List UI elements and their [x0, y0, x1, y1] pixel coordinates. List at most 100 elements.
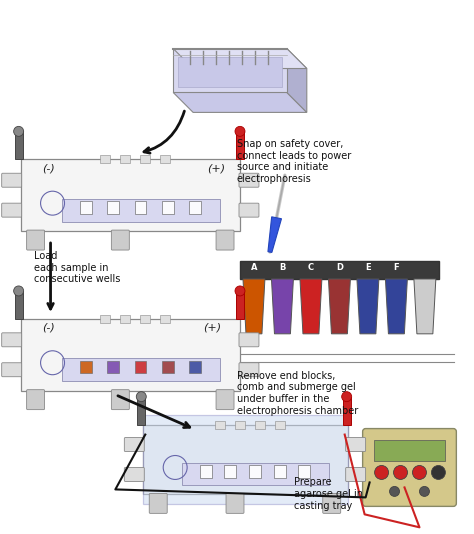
Polygon shape [243, 279, 265, 334]
FancyBboxPatch shape [80, 201, 92, 214]
FancyBboxPatch shape [216, 390, 234, 410]
Circle shape [235, 127, 245, 136]
FancyBboxPatch shape [143, 414, 347, 505]
FancyBboxPatch shape [275, 421, 285, 429]
FancyBboxPatch shape [135, 201, 146, 214]
FancyBboxPatch shape [235, 421, 245, 429]
FancyBboxPatch shape [62, 358, 220, 381]
FancyBboxPatch shape [160, 315, 170, 323]
FancyBboxPatch shape [143, 425, 347, 494]
FancyBboxPatch shape [100, 155, 110, 163]
FancyBboxPatch shape [162, 201, 173, 214]
Polygon shape [300, 279, 322, 334]
Text: (-): (-) [42, 163, 55, 173]
FancyBboxPatch shape [162, 360, 173, 373]
Circle shape [419, 486, 429, 497]
Polygon shape [287, 49, 307, 112]
Polygon shape [268, 217, 282, 253]
Circle shape [374, 466, 389, 480]
FancyBboxPatch shape [200, 465, 211, 477]
FancyBboxPatch shape [249, 465, 261, 477]
FancyBboxPatch shape [21, 319, 240, 391]
Text: B: B [279, 263, 286, 272]
FancyBboxPatch shape [224, 465, 236, 477]
Circle shape [14, 286, 24, 296]
FancyBboxPatch shape [120, 315, 130, 323]
FancyBboxPatch shape [135, 360, 146, 373]
FancyBboxPatch shape [21, 159, 240, 231]
FancyBboxPatch shape [189, 360, 201, 373]
Polygon shape [414, 279, 436, 334]
Circle shape [412, 466, 427, 480]
FancyBboxPatch shape [27, 390, 45, 410]
FancyBboxPatch shape [216, 230, 234, 250]
FancyBboxPatch shape [236, 291, 244, 319]
Text: E: E [365, 263, 371, 272]
Polygon shape [173, 49, 287, 92]
Polygon shape [328, 279, 350, 334]
FancyBboxPatch shape [2, 203, 22, 217]
Circle shape [137, 391, 146, 402]
Text: (-): (-) [42, 323, 55, 333]
FancyBboxPatch shape [215, 421, 225, 429]
FancyBboxPatch shape [108, 201, 119, 214]
FancyBboxPatch shape [80, 360, 92, 373]
FancyBboxPatch shape [226, 493, 244, 513]
FancyBboxPatch shape [108, 360, 119, 373]
Text: Snap on safety cover,
connect leads to power
source and initiate
electrophoresis: Snap on safety cover, connect leads to p… [237, 139, 351, 184]
FancyBboxPatch shape [343, 397, 351, 425]
FancyBboxPatch shape [323, 493, 341, 513]
Polygon shape [357, 279, 379, 334]
FancyBboxPatch shape [363, 429, 456, 506]
FancyBboxPatch shape [124, 467, 144, 482]
Polygon shape [173, 92, 307, 112]
Text: F: F [393, 263, 399, 272]
FancyBboxPatch shape [100, 315, 110, 323]
Text: (+): (+) [203, 323, 221, 333]
Text: (+): (+) [207, 163, 225, 173]
FancyBboxPatch shape [2, 363, 22, 376]
Circle shape [431, 466, 446, 480]
FancyBboxPatch shape [346, 437, 365, 452]
FancyBboxPatch shape [182, 463, 329, 485]
Circle shape [390, 486, 400, 497]
FancyBboxPatch shape [15, 131, 23, 159]
FancyBboxPatch shape [239, 173, 259, 187]
Polygon shape [173, 49, 307, 68]
FancyBboxPatch shape [111, 390, 129, 410]
FancyBboxPatch shape [189, 201, 201, 214]
Text: Prepare
agarose gel in
casting tray: Prepare agarose gel in casting tray [294, 477, 363, 511]
FancyBboxPatch shape [2, 333, 22, 347]
Polygon shape [272, 279, 293, 334]
FancyBboxPatch shape [140, 155, 150, 163]
Circle shape [393, 466, 408, 480]
FancyBboxPatch shape [2, 173, 22, 187]
FancyBboxPatch shape [255, 421, 265, 429]
FancyBboxPatch shape [236, 131, 244, 159]
FancyBboxPatch shape [140, 315, 150, 323]
FancyBboxPatch shape [111, 230, 129, 250]
Circle shape [14, 127, 24, 136]
Circle shape [235, 286, 245, 296]
FancyBboxPatch shape [240, 261, 439, 279]
FancyBboxPatch shape [124, 437, 144, 452]
FancyBboxPatch shape [374, 439, 446, 461]
FancyBboxPatch shape [239, 363, 259, 376]
FancyBboxPatch shape [274, 465, 286, 477]
Text: Remove end blocks,
comb and submerge gel
under buffer in the
electrophoresis cha: Remove end blocks, comb and submerge gel… [237, 371, 358, 415]
FancyBboxPatch shape [62, 199, 220, 222]
FancyBboxPatch shape [15, 291, 23, 319]
FancyBboxPatch shape [149, 493, 167, 513]
FancyBboxPatch shape [160, 155, 170, 163]
FancyBboxPatch shape [27, 230, 45, 250]
Text: A: A [251, 263, 257, 272]
Text: C: C [308, 263, 314, 272]
FancyBboxPatch shape [137, 397, 145, 425]
Text: D: D [336, 263, 343, 272]
FancyBboxPatch shape [299, 465, 310, 477]
FancyBboxPatch shape [346, 467, 365, 482]
Circle shape [342, 391, 352, 402]
FancyBboxPatch shape [239, 203, 259, 217]
FancyBboxPatch shape [120, 155, 130, 163]
Polygon shape [385, 279, 407, 334]
